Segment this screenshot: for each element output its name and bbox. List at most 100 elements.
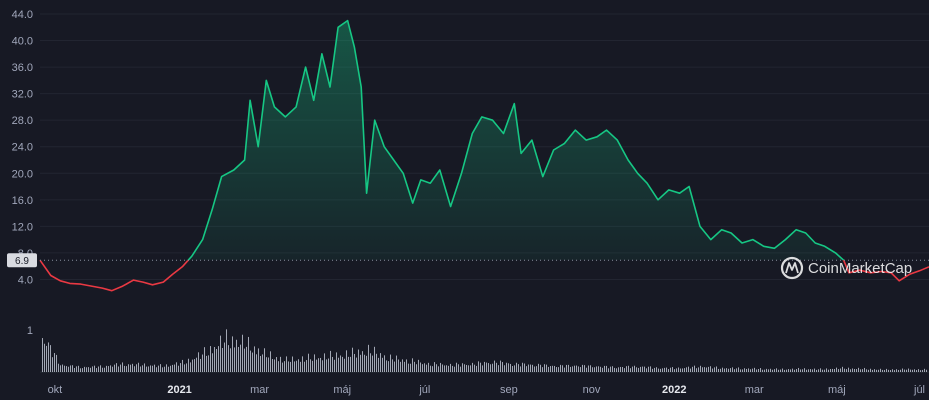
- volume-bar: [812, 369, 813, 372]
- volume-bar: [292, 356, 293, 372]
- volume-bar: [656, 367, 657, 372]
- volume-bar: [288, 361, 289, 372]
- volume-bar: [726, 368, 727, 372]
- volume-bar: [542, 367, 543, 372]
- volume-bar: [348, 356, 349, 372]
- price-line-above: [39, 19, 845, 261]
- volume-bar: [302, 356, 303, 372]
- volume-bar: [734, 369, 735, 372]
- volume-bar: [666, 367, 667, 372]
- volume-bar: [818, 369, 819, 372]
- volume-bar: [376, 353, 377, 372]
- volume-bar: [506, 362, 507, 372]
- volume-bar: [462, 363, 463, 372]
- volume-bar: [162, 367, 163, 372]
- volume-bar: [564, 367, 565, 372]
- x-tick-label: máj: [828, 384, 846, 396]
- volume-bar: [272, 358, 273, 372]
- volume-bar: [114, 364, 115, 372]
- volume-bar: [404, 361, 405, 372]
- volume-bar: [612, 366, 613, 372]
- volume-bar: [736, 368, 737, 372]
- volume-bar: [856, 369, 857, 372]
- volume-bar: [220, 335, 221, 372]
- volume-bar: [864, 367, 865, 372]
- volume-bar: [750, 369, 751, 372]
- volume-bar: [596, 366, 597, 372]
- volume-bar: [242, 334, 243, 372]
- volume-bar: [186, 363, 187, 372]
- volume-bar: [194, 359, 195, 372]
- watermark-text: CoinMarketCap: [808, 260, 912, 277]
- volume-bar: [616, 368, 617, 372]
- volume-bar: [270, 351, 271, 372]
- volume-bar: [858, 367, 859, 372]
- volume-bar: [336, 352, 337, 372]
- volume-bar: [908, 368, 909, 372]
- volume-bar: [424, 363, 425, 372]
- volume-bar: [500, 360, 501, 372]
- volume-bar: [126, 366, 127, 372]
- volume-bar: [226, 329, 227, 372]
- volume-bar: [296, 360, 297, 372]
- volume-bar: [554, 365, 555, 372]
- y-tick-label: 40.0: [12, 36, 33, 48]
- volume-bar: [264, 348, 265, 372]
- volume-bar: [116, 363, 117, 372]
- volume-bar: [464, 364, 465, 372]
- volume-bar: [570, 366, 571, 372]
- volume-bar: [212, 353, 213, 372]
- volume-bar: [158, 365, 159, 372]
- price-series: 6.9: [7, 19, 929, 292]
- volume-bar: [744, 368, 745, 372]
- volume-bar: [68, 366, 69, 372]
- volume-bar: [454, 366, 455, 372]
- volume-bar: [878, 369, 879, 372]
- volume-bar: [600, 366, 601, 372]
- volume-bar: [742, 369, 743, 372]
- volume-bar: [724, 368, 725, 372]
- volume-bar: [892, 369, 893, 372]
- volume-bar: [510, 363, 511, 372]
- volume-bar: [902, 368, 903, 372]
- volume-bar: [290, 361, 291, 372]
- volume-bar: [896, 369, 897, 372]
- volume-bar: [822, 369, 823, 372]
- volume-bar: [48, 342, 49, 372]
- volume-bar: [602, 367, 603, 372]
- volume-bar: [628, 365, 629, 372]
- volume-bar: [572, 366, 573, 372]
- volume-bar: [562, 365, 563, 372]
- volume-bar: [862, 369, 863, 372]
- volume-bar: [884, 369, 885, 372]
- volume-bar: [638, 367, 639, 372]
- volume-bar: [232, 336, 233, 372]
- x-tick-label: mar: [250, 384, 269, 396]
- volume-bar: [314, 354, 315, 372]
- volume-bar: [450, 363, 451, 372]
- volume-bar: [702, 367, 703, 372]
- volume-bar: [762, 369, 763, 372]
- volume-bar: [106, 365, 107, 372]
- volume-bar: [66, 366, 67, 372]
- volume-bar: [720, 368, 721, 372]
- volume-bar: [354, 353, 355, 372]
- volume-bar: [866, 369, 867, 372]
- x-tick-label: mar: [745, 384, 764, 396]
- volume-bar: [286, 356, 287, 372]
- volume-bar: [502, 362, 503, 372]
- volume-bar: [366, 355, 367, 372]
- volume-bar: [800, 369, 801, 372]
- volume-bar: [54, 353, 55, 372]
- x-tick-label: júl: [418, 384, 430, 396]
- volume-bar: [160, 364, 161, 372]
- volume-bar: [144, 363, 145, 372]
- volume-bar: [558, 367, 559, 372]
- volume-bar: [198, 352, 199, 372]
- volume-bar: [626, 366, 627, 372]
- volume-bar: [80, 368, 81, 372]
- volume-bar: [64, 365, 65, 372]
- volume-bar: [112, 366, 113, 372]
- volume-bar: [444, 365, 445, 372]
- volume-bar: [248, 336, 249, 372]
